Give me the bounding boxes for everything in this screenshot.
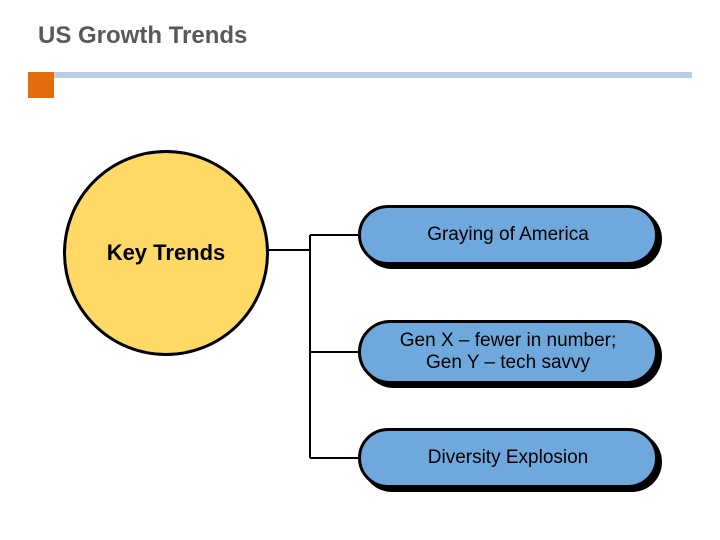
- accent-square: [28, 72, 54, 98]
- pill-label: Gen X – fewer in number;Gen Y – tech sav…: [400, 330, 617, 374]
- slide-title: US Growth Trends: [38, 22, 247, 50]
- trend-pill-diversity: Diversity Explosion: [358, 428, 658, 488]
- key-trends-circle: Key Trends: [63, 150, 269, 356]
- title-rule: [28, 72, 692, 78]
- slide: US Growth Trends Key Trends Graying of A…: [0, 0, 720, 540]
- key-trends-label: Key Trends: [107, 240, 226, 266]
- trend-pill-gen-x-y: Gen X – fewer in number;Gen Y – tech sav…: [358, 320, 658, 384]
- trend-pill-graying: Graying of America: [358, 205, 658, 265]
- pill-label: Graying of America: [427, 224, 589, 246]
- pill-label: Diversity Explosion: [428, 447, 589, 469]
